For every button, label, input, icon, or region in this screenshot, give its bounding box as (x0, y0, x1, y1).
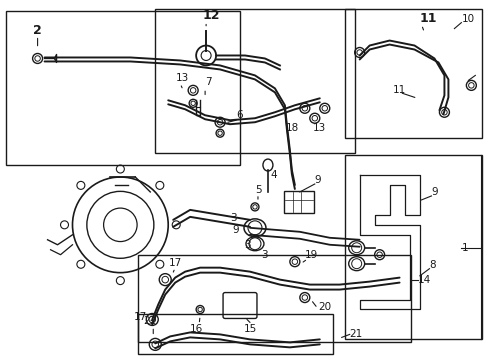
Bar (138, 315, 333, 354)
Text: 17: 17 (169, 258, 182, 268)
Text: 20: 20 (318, 302, 331, 311)
Text: 2: 2 (33, 24, 41, 37)
Text: 17: 17 (134, 312, 147, 323)
Text: 12: 12 (202, 9, 220, 22)
Text: 13: 13 (176, 73, 190, 84)
Text: 3: 3 (230, 213, 236, 223)
Text: 9: 9 (233, 225, 239, 235)
Text: 16: 16 (190, 324, 203, 334)
Text: 18: 18 (286, 123, 299, 133)
Text: 21: 21 (350, 329, 363, 339)
Text: 9: 9 (432, 187, 438, 197)
Text: 19: 19 (305, 250, 318, 260)
Bar (138, 255, 411, 342)
Text: 6: 6 (236, 110, 243, 120)
Text: 14: 14 (417, 275, 431, 285)
Text: 9: 9 (315, 175, 321, 185)
Text: 8: 8 (429, 260, 436, 270)
Text: 13: 13 (313, 123, 326, 133)
Bar (6, 11, 240, 165)
Text: 11: 11 (392, 85, 406, 95)
Text: 22: 22 (144, 316, 157, 327)
Text: 11: 11 (419, 12, 437, 25)
Text: 7: 7 (205, 77, 212, 87)
Bar (155, 9, 355, 153)
Bar (345, 155, 482, 339)
Text: 5: 5 (255, 185, 262, 195)
Text: 15: 15 (244, 324, 257, 334)
Text: 10: 10 (462, 14, 474, 24)
Bar (345, 9, 482, 138)
Text: 3: 3 (262, 250, 268, 260)
Text: 1: 1 (462, 243, 468, 253)
Text: 4: 4 (271, 170, 277, 180)
Text: 3: 3 (244, 240, 250, 250)
